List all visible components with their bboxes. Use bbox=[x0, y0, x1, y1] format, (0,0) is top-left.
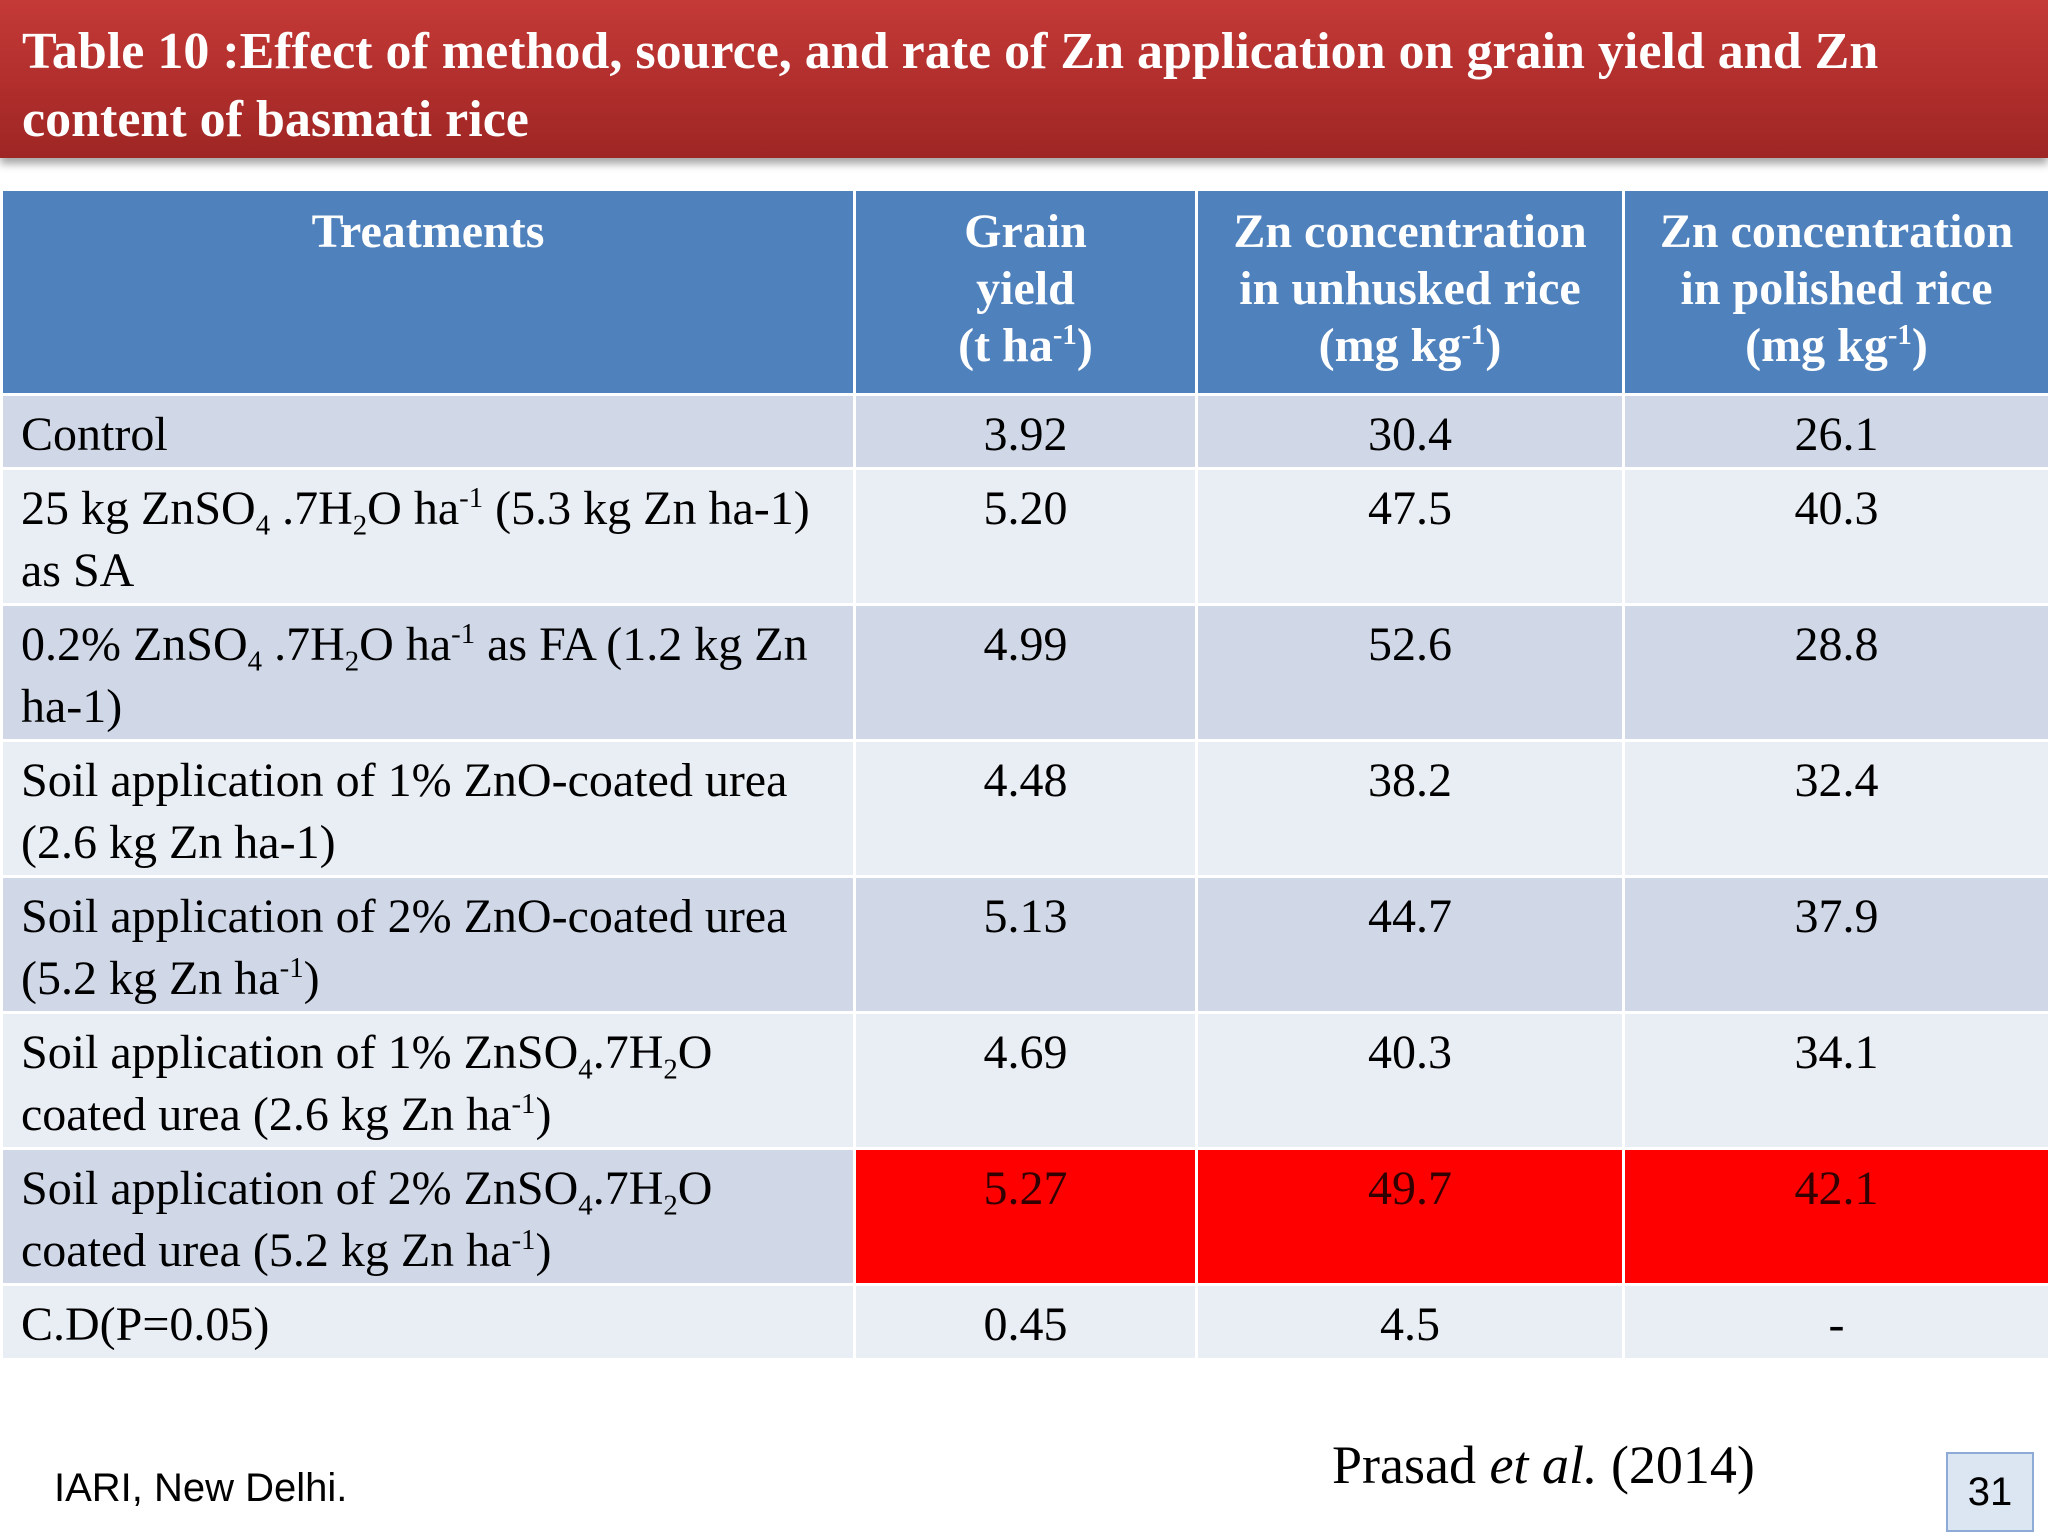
results-table: Treatments Grain yield (t ha-1) Zn concent… bbox=[0, 188, 2048, 1361]
grain-yield-cell: 4.69 bbox=[853, 1011, 1198, 1150]
zn-unhusked-cell: 38.2 bbox=[1195, 739, 1625, 878]
header-grain-yield: Grain yield (t ha-1) bbox=[853, 188, 1198, 396]
grain-yield-cell: 4.99 bbox=[853, 603, 1198, 742]
treatment-cell: Soil application of 2% ZnO-coated urea (… bbox=[0, 875, 856, 1014]
treatment-cell: 0.2% ZnSO4 .7H2O ha-1 as FA (1.2 kg Zn h… bbox=[0, 603, 856, 742]
table-row-cd: C.D(P=0.05) 0.45 4.5 - bbox=[0, 1283, 2048, 1361]
citation: Prasad et al. (2014) bbox=[1332, 1435, 1755, 1495]
grain-yield-cell: 4.48 bbox=[853, 739, 1198, 878]
title-bar: Table 10 :Effect of method, source, and … bbox=[0, 0, 2048, 158]
zn-polished-cell: 37.9 bbox=[1622, 875, 2048, 1014]
treatment-cell: Soil application of 2% ZnSO4.7H2O coated… bbox=[0, 1147, 856, 1286]
treatment-cell: Control bbox=[0, 393, 856, 470]
table-row: 25 kg ZnSO4 .7H2O ha-1 (5.3 kg Zn ha-1) … bbox=[0, 467, 2048, 606]
zn-unhusked-cell: 4.5 bbox=[1195, 1283, 1625, 1361]
zn-unhusked-cell: 40.3 bbox=[1195, 1011, 1625, 1150]
header-treatments: Treatments bbox=[0, 188, 856, 396]
zn-unhusked-cell-highlighted: 49.7 bbox=[1195, 1147, 1625, 1286]
table-row: Soil application of 2% ZnO-coated urea (… bbox=[0, 875, 2048, 1014]
table-row: Soil application of 1% ZnO-coated urea (… bbox=[0, 739, 2048, 878]
table-row: Control 3.92 30.4 26.1 bbox=[0, 393, 2048, 470]
slide-number: 31 bbox=[1946, 1452, 2034, 1532]
zn-polished-cell-highlighted: 42.1 bbox=[1622, 1147, 2048, 1286]
table-row-highlighted: Soil application of 2% ZnSO4.7H2O coated… bbox=[0, 1147, 2048, 1286]
treatment-cell: Soil application of 1% ZnSO4.7H2O coated… bbox=[0, 1011, 856, 1150]
zn-unhusked-cell: 47.5 bbox=[1195, 467, 1625, 606]
zn-polished-cell: 32.4 bbox=[1622, 739, 2048, 878]
zn-polished-cell: 40.3 bbox=[1622, 467, 2048, 606]
header-zn-polished: Zn concentration in polished rice (mg kg-1… bbox=[1622, 188, 2048, 396]
treatment-cell: Soil application of 1% ZnO-coated urea (… bbox=[0, 739, 856, 878]
zn-polished-cell: 26.1 bbox=[1622, 393, 2048, 470]
zn-polished-cell: 34.1 bbox=[1622, 1011, 2048, 1150]
slide-title: Table 10 :Effect of method, source, and … bbox=[22, 23, 1879, 148]
header-row: Treatments Grain yield (t ha-1) Zn concent… bbox=[0, 188, 2048, 396]
zn-unhusked-cell: 30.4 bbox=[1195, 393, 1625, 470]
grain-yield-cell: 0.45 bbox=[853, 1283, 1198, 1361]
grain-yield-cell-highlighted: 5.27 bbox=[853, 1147, 1198, 1286]
header-zn-unhusked: Zn concentration in unhusked rice (mg kg-1… bbox=[1195, 188, 1625, 396]
treatment-cell: C.D(P=0.05) bbox=[0, 1283, 856, 1361]
table-row: Soil application of 1% ZnSO4.7H2O coated… bbox=[0, 1011, 2048, 1150]
zn-polished-cell: - bbox=[1622, 1283, 2048, 1361]
table-row: 0.2% ZnSO4 .7H2O ha-1 as FA (1.2 kg Zn h… bbox=[0, 603, 2048, 742]
grain-yield-cell: 5.20 bbox=[853, 467, 1198, 606]
zn-unhusked-cell: 44.7 bbox=[1195, 875, 1625, 1014]
treatment-cell: 25 kg ZnSO4 .7H2O ha-1 (5.3 kg Zn ha-1) … bbox=[0, 467, 856, 606]
institution-label: IARI, New Delhi. bbox=[54, 1466, 348, 1510]
zn-unhusked-cell: 52.6 bbox=[1195, 603, 1625, 742]
grain-yield-cell: 3.92 bbox=[853, 393, 1198, 470]
zn-polished-cell: 28.8 bbox=[1622, 603, 2048, 742]
grain-yield-cell: 5.13 bbox=[853, 875, 1198, 1014]
